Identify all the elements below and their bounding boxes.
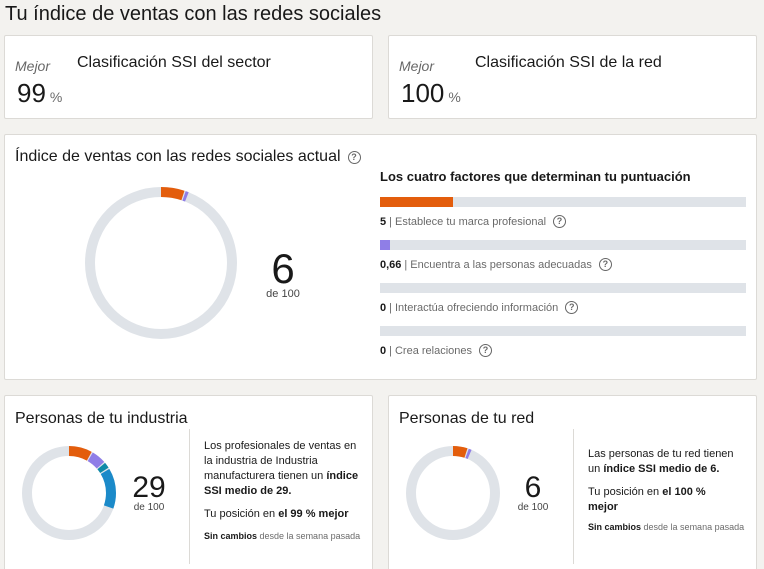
- factor-value: 0: [380, 344, 387, 357]
- factor-label: Crea relaciones: [394, 344, 473, 357]
- industry-score: 29: [132, 471, 166, 504]
- network-rank-mejor: Mejor: [399, 58, 435, 74]
- donut-track: [406, 446, 500, 540]
- help-icon[interactable]: ?: [553, 215, 567, 228]
- donut-segment: [22, 446, 116, 540]
- sector-rank-mejor: Mejor: [15, 58, 51, 74]
- donut-segment: [406, 446, 500, 540]
- industry-pos-prefix: Tu posición en: [204, 508, 276, 520]
- help-icon[interactable]: ?: [479, 344, 493, 357]
- industry-note-rest: desde la semana pasada: [259, 531, 361, 541]
- network-description: Las personas de tu red tienen un índice …: [588, 447, 748, 477]
- current-ssi-title: Índice de ventas con las redes sociales …: [15, 148, 361, 166]
- network-divider: [573, 429, 574, 564]
- donut-segment: [85, 187, 237, 339]
- industry-title: Personas de tu industria: [15, 410, 188, 427]
- factor-value: 0,66: [380, 258, 402, 271]
- industry-divider: [189, 429, 190, 564]
- industry-pos-bold: el 99 % mejor: [278, 508, 349, 520]
- factor-label: Establece tu marca profesional: [394, 215, 547, 228]
- sector-rank-value: 99%: [17, 78, 63, 108]
- factor-value: 5: [380, 215, 387, 228]
- industry-note: Sin cambios desde la semana pasada: [204, 529, 369, 544]
- sector-rank-card: Mejor Clasificación SSI del sector 99%: [4, 35, 373, 119]
- sector-rank-unit: %: [49, 89, 63, 105]
- network-rank-value: 100%: [401, 78, 461, 108]
- help-icon[interactable]: ?: [598, 258, 612, 271]
- network-title: Personas de tu red: [399, 410, 535, 427]
- factor-value: 0: [380, 301, 387, 314]
- network-donut: [406, 446, 500, 540]
- industry-desc-bold: índice SSI medio de 29.: [204, 470, 359, 497]
- factor-insights: 0 | Interactúa ofreciendo información?: [380, 283, 746, 314]
- donut-segment: [22, 446, 116, 540]
- industry-position: Tu posición en el 99 % mejor: [204, 507, 364, 522]
- current-score: 6: [271, 245, 295, 292]
- network-desc-bold: índice SSI medio de 6.: [603, 463, 720, 475]
- factor-label: Encuentra a las personas adecuadas: [410, 258, 592, 271]
- network-card: Personas de tu red 6 de 100 Las personas…: [388, 395, 757, 569]
- industry-score-sub: de 100: [133, 502, 165, 513]
- sector-rank-title: Clasificación SSI del sector: [77, 54, 271, 71]
- factors-title: Los cuatro factores que determinan tu pu…: [380, 169, 691, 184]
- network-rank-card: Mejor Clasificación SSI de la red 100%: [388, 35, 757, 119]
- network-pos-bold1: el: [662, 486, 672, 498]
- industry-desc-text: Los profesionales de ventas en la indust…: [204, 440, 357, 482]
- factor-bar: [380, 283, 746, 293]
- donut-track: [85, 187, 237, 339]
- industry-note-bold: Sin cambios: [204, 531, 258, 541]
- factor-relationships: 0 | Crea relaciones?: [380, 326, 746, 357]
- network-score-sub: de 100: [517, 502, 549, 513]
- factor-fill: [380, 197, 454, 207]
- network-note-rest: desde la semana pasada: [643, 522, 745, 532]
- network-note: Sin cambios desde la semana pasada: [588, 520, 753, 535]
- page-title: Tu índice de ventas con las redes social…: [5, 3, 382, 25]
- factor-people: 0,66 | Encuentra a las personas adecuadas?: [380, 240, 746, 271]
- current-score-sub: de 100: [266, 288, 300, 300]
- industry-donut: [22, 446, 116, 540]
- current-ssi-donut: [85, 187, 237, 339]
- factor-bar: [380, 240, 746, 250]
- factor-bar: [380, 326, 746, 336]
- network-note-bold: Sin cambios: [588, 522, 642, 532]
- industry-description: Los profesionales de ventas en la indust…: [204, 439, 362, 499]
- factor-bar: [380, 197, 746, 207]
- network-pos-prefix: Tu posición en: [588, 486, 660, 498]
- network-score: 6: [524, 471, 542, 504]
- industry-card: Personas de tu industria 29 de 100 Los p…: [4, 395, 373, 569]
- network-pos-bold2: 100 % mejor: [588, 486, 706, 513]
- help-icon[interactable]: ?: [565, 301, 579, 314]
- network-position: Tu posición en el 100 % mejor: [588, 485, 708, 515]
- network-desc-text: Las personas de tu red tienen un: [588, 448, 734, 475]
- current-ssi-title-text: Índice de ventas con las redes sociales …: [15, 148, 341, 165]
- network-rank-unit: %: [448, 89, 461, 105]
- current-ssi-card: Índice de ventas con las redes sociales …: [4, 134, 757, 380]
- factor-fill: [380, 240, 390, 250]
- network-rank-title: Clasificación SSI de la red: [475, 54, 662, 71]
- factor-brand: 5 | Establece tu marca profesional?: [380, 197, 746, 228]
- factor-label: Interactúa ofreciendo información: [394, 301, 559, 314]
- help-icon[interactable]: ?: [347, 150, 361, 164]
